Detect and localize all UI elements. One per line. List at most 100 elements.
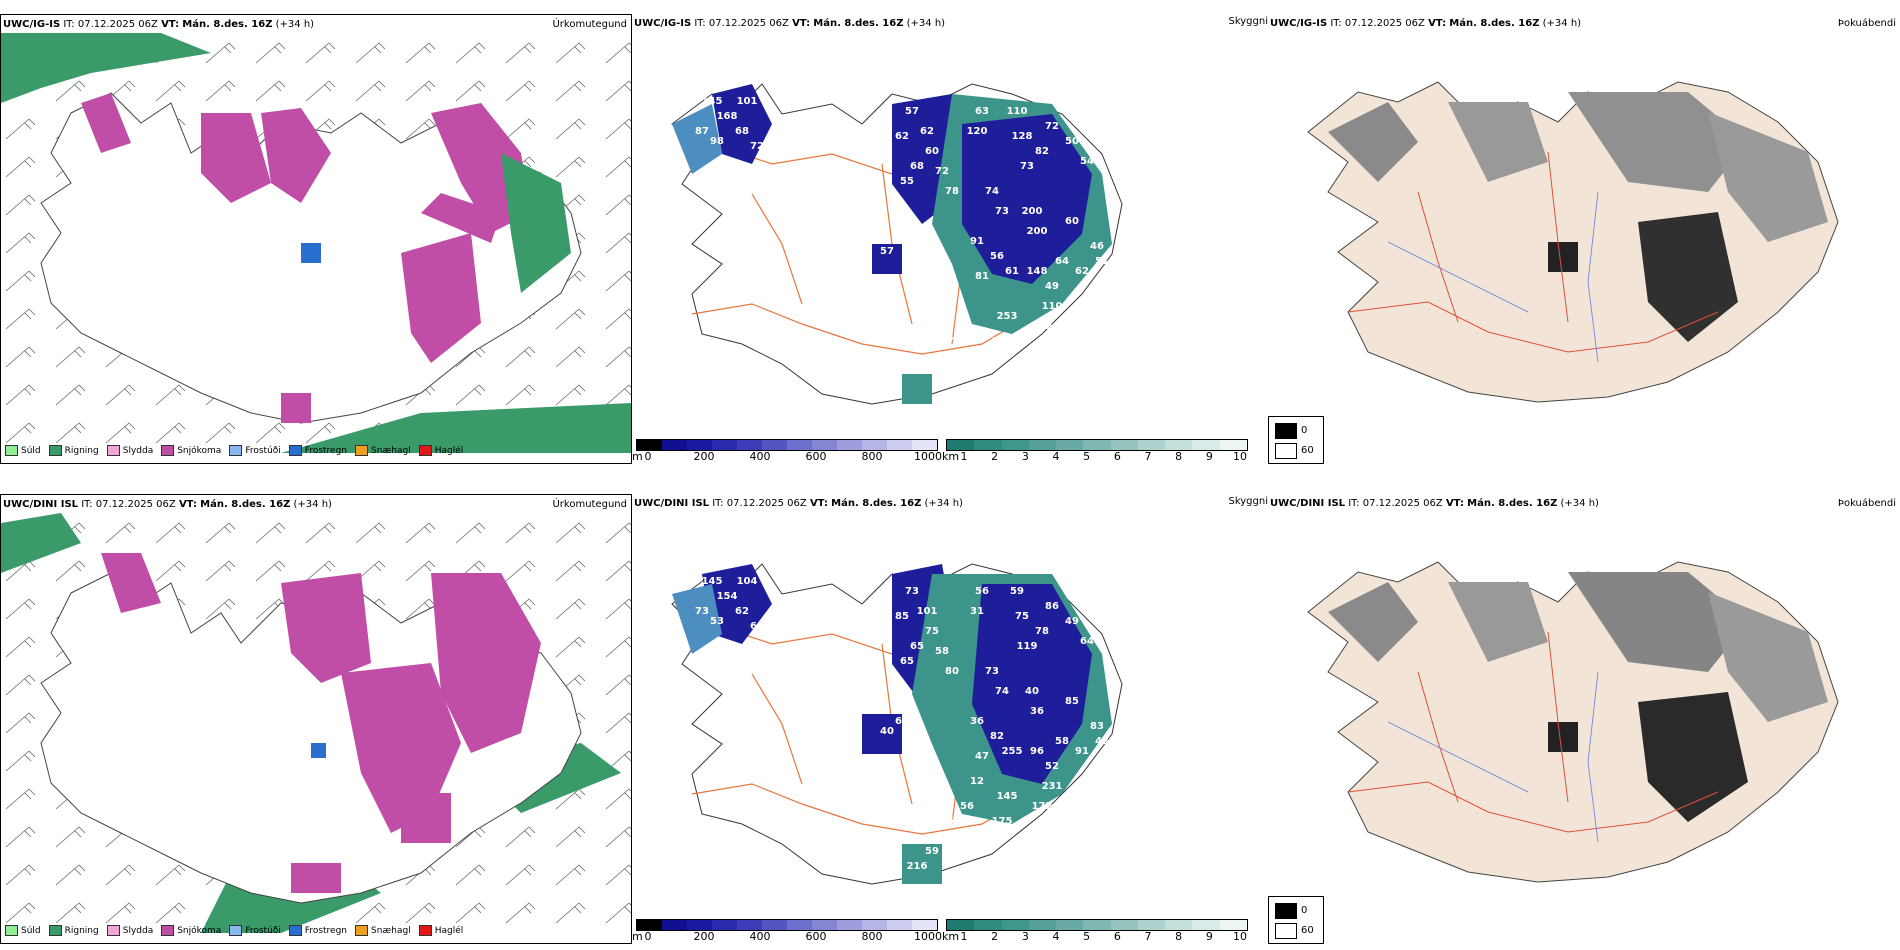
precip-panel-bottom: UWC/DINI ISL IT: 07.12.2025 06Z VT: Mán.… — [0, 494, 632, 944]
colorbar-tick: 400 — [749, 930, 771, 943]
colorbar-segment — [1219, 440, 1247, 450]
legend-item: Haglél — [418, 925, 463, 936]
colorbar-segment — [837, 440, 862, 450]
cloud-base-value: 56 — [975, 586, 989, 597]
cloud-base-value: 36 — [1030, 706, 1044, 717]
cloud-base-value: 56 — [960, 801, 974, 812]
cloud-base-value: 231 — [1042, 781, 1063, 792]
colorbar-tick: 600 — [805, 450, 827, 463]
colorbar-segment — [912, 440, 937, 450]
cloud-base-value: 145 — [702, 96, 723, 107]
colorbar-segment — [762, 440, 787, 450]
colorbar-segment — [787, 920, 812, 930]
precip-panel-top: UWC/IG-IS IT: 07.12.2025 06Z VT: Mán. 8.… — [0, 14, 632, 464]
colorbar-tick: 400 — [749, 450, 771, 463]
legend-item: Frostregn — [288, 445, 347, 456]
colorbar-segment — [737, 920, 762, 930]
cloud-base-value: 37 — [940, 336, 954, 347]
cloud-base-value: 82 — [990, 731, 1004, 742]
cloud-base-value: 101 — [737, 96, 758, 107]
cloud-base-value: 253 — [997, 311, 1018, 322]
colorbar-tick: 8 — [1175, 930, 1183, 943]
cloud-base-value: 148 — [1027, 266, 1048, 277]
colorbar-tick: 200 — [693, 930, 715, 943]
precip-map — [1, 513, 631, 933]
cloud-base-value: 255 — [1002, 746, 1023, 757]
cloud-base-value: 51 — [1095, 256, 1109, 267]
colorbar-segment — [737, 440, 762, 450]
precip-title: Úrkomutegund — [552, 19, 627, 30]
cloud-base-value: 60 — [1065, 216, 1079, 227]
colorbar-tick: 5 — [1083, 930, 1091, 943]
cloud-base-value: 200 — [1027, 226, 1048, 237]
legend-item: Frostúði — [229, 925, 281, 936]
colorbar-segment — [687, 920, 712, 930]
colorbar-tick: 0 — [644, 930, 652, 943]
colorbar-tick: 6 — [1113, 450, 1121, 463]
cloud-base-value: 175 — [992, 816, 1013, 827]
fog-legend-swatch-1 — [1275, 923, 1297, 939]
colorbar-tick: 3 — [1021, 450, 1029, 463]
colorbar-tick: 10 — [1233, 930, 1247, 943]
colorbar-segment — [1137, 440, 1166, 450]
cloud-base-value: 82 — [1035, 146, 1049, 157]
legend-item: Slydda — [106, 445, 153, 456]
colorbar-segment — [837, 920, 862, 930]
cloud-base-value: 87 — [695, 126, 709, 137]
cloud-base-value: 83 — [1090, 721, 1104, 732]
cloud-base-value: 46 — [1090, 241, 1104, 252]
colorbar-segment — [1001, 920, 1029, 930]
cloud-base-value: 52 — [1045, 761, 1059, 772]
colorbar-segment — [1083, 920, 1111, 930]
colorbar-tick: 2 — [991, 930, 999, 943]
colorbar-segment — [974, 440, 1002, 450]
legend-item: Snjókoma — [161, 445, 221, 456]
fog-map — [1307, 81, 1839, 403]
cloud-base-value: 43 — [1095, 736, 1109, 747]
cloud-base-value: 91 — [1075, 746, 1089, 757]
cloud-base-value: 73 — [1020, 161, 1034, 172]
cloud-base-value: 59 — [925, 846, 939, 857]
colorbar-tick: 3 — [1021, 930, 1029, 943]
cloud-base-value: 57 — [880, 246, 894, 257]
colorbar-tick: 1 — [960, 930, 968, 943]
precip-map — [1, 33, 631, 453]
cloud-header: UWC/IG-IS IT: 07.12.2025 06Z VT: Mán. 8.… — [634, 18, 946, 29]
colorbar-segment — [1165, 440, 1193, 450]
cloud-top-unit: km — [942, 450, 960, 463]
colorbar-segment — [762, 920, 787, 930]
cloud-base-value: 12 — [970, 776, 984, 787]
colorbar-segment — [1192, 440, 1220, 450]
colorbar-tick: 9 — [1205, 930, 1213, 943]
cloud-title: Skyggni — [1228, 496, 1268, 507]
cloud-base-value: 68 — [750, 621, 764, 632]
cloud-base-value: 80 — [945, 666, 959, 677]
legend-item: Snæhagl — [355, 925, 411, 936]
colorbar-segment — [712, 920, 737, 930]
cloud-base-value: 101 — [917, 606, 938, 617]
colorbar-segment — [1083, 440, 1111, 450]
fog-header: UWC/IG-IS IT: 07.12.2025 06Z VT: Mán. 8.… — [1270, 18, 1582, 29]
colorbar-segment — [912, 920, 937, 930]
cloud-base-colorbar — [636, 439, 938, 451]
cloud-base-value: 49 — [1065, 616, 1079, 627]
colorbar-tick: 8 — [1175, 450, 1183, 463]
fog-legend: 0 60 — [1268, 896, 1324, 944]
cloud-base-value: 50 — [1065, 136, 1079, 147]
cloud-base-value: 76 — [940, 816, 954, 827]
cloud-base-value: 59 — [1010, 586, 1024, 597]
cloud-base-value: 73 — [695, 606, 709, 617]
fog-legend: 0 60 — [1268, 416, 1324, 464]
cloud-base-value: 41 — [925, 366, 939, 377]
cloud-base-value: 200 — [1022, 206, 1043, 217]
cloud-base-value: 62 — [1075, 266, 1089, 277]
cloud-base-value: 64 — [1080, 636, 1094, 647]
colorbar-tick: 2 — [991, 450, 999, 463]
cloud-base-value: 40 — [1025, 686, 1039, 697]
colorbar-tick: 0 — [644, 450, 652, 463]
colorbar-segment — [812, 920, 837, 930]
legend-item: Frostregn — [288, 925, 347, 936]
fog-panel-bottom: UWC/DINI ISL IT: 07.12.2025 06Z VT: Mán.… — [1268, 494, 1900, 944]
colorbar-segment — [1028, 920, 1057, 930]
cloud-base-value: 36 — [970, 716, 984, 727]
